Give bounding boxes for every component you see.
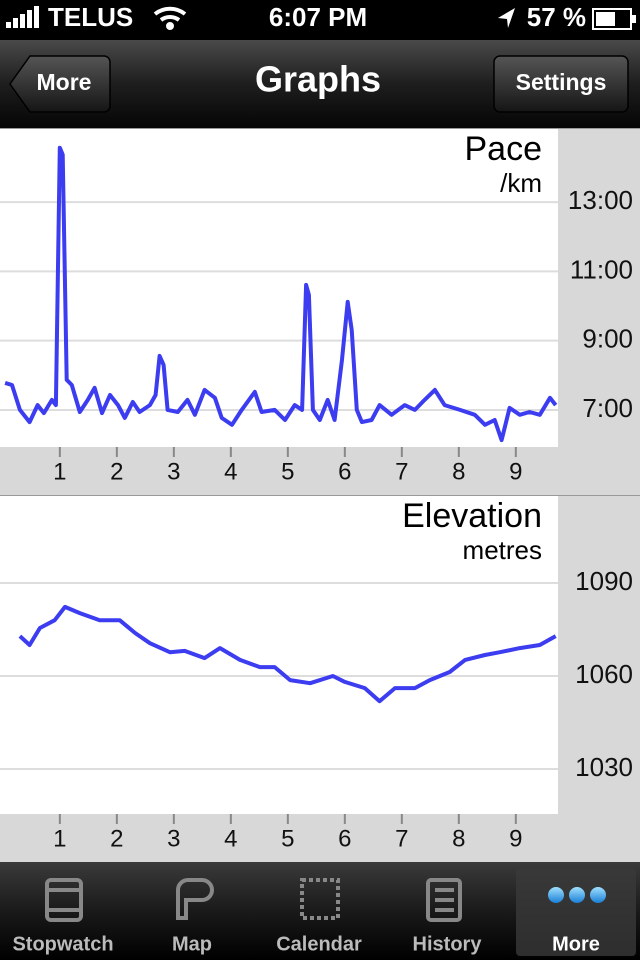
back-button[interactable] bbox=[9, 55, 111, 113]
y-axis-unit: /km bbox=[500, 168, 542, 198]
carrier: TELUS bbox=[48, 2, 133, 32]
back-label[interactable]: More bbox=[37, 69, 92, 95]
clock: 6:07 PM bbox=[269, 2, 367, 32]
x-tick-label: 2 bbox=[110, 825, 123, 852]
battery-level: 57 % bbox=[527, 2, 586, 32]
tab-icons bbox=[45, 878, 462, 922]
x-tick-label: 7 bbox=[395, 825, 408, 852]
x-tick-label: 5 bbox=[281, 458, 294, 485]
x-axis-strip bbox=[0, 814, 640, 862]
x-tick-label: 8 bbox=[452, 458, 465, 485]
x-tick-label: 4 bbox=[224, 458, 237, 485]
tab-label[interactable]: Map bbox=[172, 933, 212, 955]
battery-icon bbox=[592, 8, 636, 30]
tab-label[interactable]: More bbox=[552, 933, 600, 955]
data-line bbox=[18, 604, 557, 704]
x-tick-label: 1 bbox=[53, 825, 66, 852]
x-tick-label: 2 bbox=[110, 458, 123, 485]
y-axis-unit: metres bbox=[463, 535, 542, 565]
y-tick-label: 9:00 bbox=[582, 324, 633, 354]
y-tick-label: 1090 bbox=[575, 566, 633, 596]
more-icon bbox=[548, 887, 606, 903]
x-tick-label: 9 bbox=[509, 825, 522, 852]
x-tick-label: 6 bbox=[338, 825, 351, 852]
x-tick-label: 9 bbox=[509, 458, 522, 485]
data-line bbox=[4, 145, 558, 443]
location-icon bbox=[498, 8, 515, 28]
chart-title: Pace bbox=[465, 130, 543, 168]
tab-label[interactable]: History bbox=[413, 933, 483, 955]
wifi-icon bbox=[153, 6, 187, 30]
y-tick-label: 1030 bbox=[575, 752, 633, 782]
y-tick-label: 1060 bbox=[575, 659, 633, 689]
tab-label[interactable]: Calendar bbox=[276, 933, 362, 955]
y-tick-label: 7:00 bbox=[582, 393, 633, 423]
plot-area bbox=[0, 128, 558, 447]
tab-selected-bg bbox=[516, 868, 636, 956]
x-tick-label: 4 bbox=[224, 825, 237, 852]
y-tick-label: 11:00 bbox=[570, 254, 633, 284]
x-tick-label: 6 bbox=[338, 458, 351, 485]
x-tick-label: 3 bbox=[167, 825, 180, 852]
plot-area bbox=[0, 495, 558, 814]
settings-label[interactable]: Settings bbox=[516, 69, 607, 95]
x-tick-label: 5 bbox=[281, 825, 294, 852]
status-bar bbox=[0, 0, 640, 40]
settings-button[interactable] bbox=[493, 55, 629, 113]
x-axis-strip bbox=[0, 447, 640, 495]
y-tick-label: 13:00 bbox=[568, 185, 633, 215]
signal-icon bbox=[6, 6, 39, 28]
chart-title: Elevation bbox=[402, 497, 542, 535]
charts: 7:00 9:00 11:00 13:00 1 2 3 4 5 6 7 8 9 Pace/km 1030 10… bbox=[0, 128, 640, 862]
x-tick-label: 8 bbox=[452, 825, 465, 852]
x-tick-label: 3 bbox=[167, 458, 180, 485]
tab-label[interactable]: Stopwatch bbox=[12, 933, 113, 955]
y-axis-strip bbox=[558, 495, 640, 814]
y-axis-strip bbox=[558, 128, 640, 447]
x-tick-label: 7 bbox=[395, 458, 408, 485]
x-tick-label: 1 bbox=[53, 458, 66, 485]
nav-title: Graphs bbox=[255, 59, 381, 100]
